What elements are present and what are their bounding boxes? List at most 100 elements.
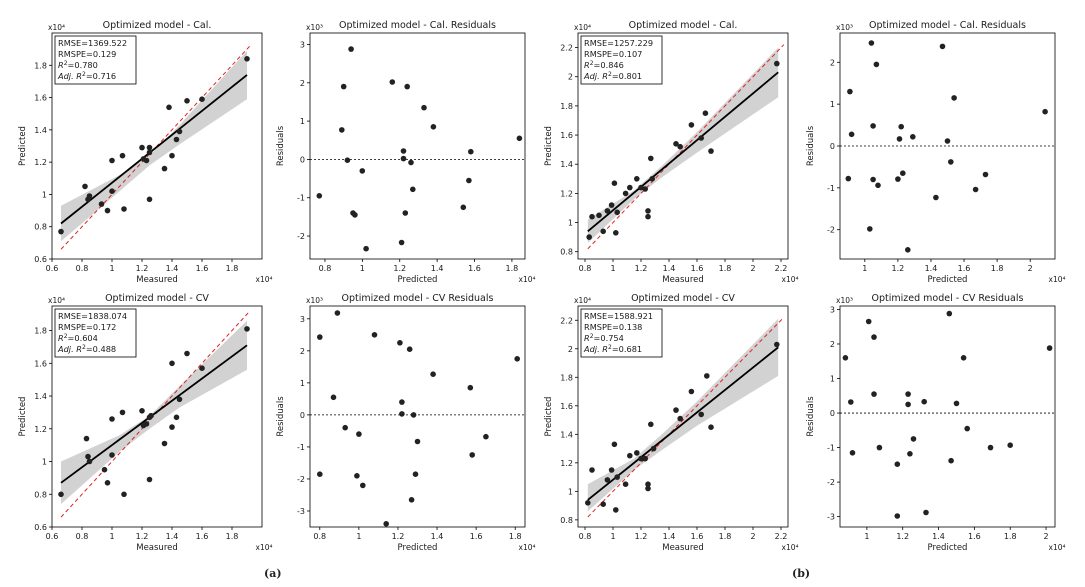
x-multiplier: x10⁴ [519,275,536,284]
x-tick-label: 1.6 [470,532,483,541]
stat-line: RMSPE=0.129 [58,49,116,59]
y-tick-label: 1.2 [560,189,573,198]
axes-frame [309,305,526,528]
data-point [1007,442,1013,449]
y-tick-label: 1.8 [560,102,573,111]
x-tick-label: 1.4 [663,532,676,541]
data-point [317,471,323,478]
data-point [896,136,903,142]
x-tick-label: 1.8 [226,264,239,273]
y-tick-label: 0.8 [34,223,47,232]
data-point [774,341,780,348]
data-point [614,209,620,216]
data-point [622,190,629,197]
y-tick-label: 1.4 [560,160,573,169]
y-tick-label: 1.8 [34,61,47,70]
data-point [109,157,115,164]
y-multiplier: x10³ [836,296,853,305]
data-point [627,184,633,191]
y-tick-label: -1 [297,443,305,452]
data-point [119,409,126,416]
x-tick-label: 2.2 [775,264,788,273]
data-point [876,444,883,451]
data-point [708,148,714,154]
x-tick-label: 1.2 [896,532,909,541]
x-tick-label: 0.8 [579,264,592,273]
chart-panel-1: 0.6 0.8 1 1.2 1.4 1.6 1.8 0.6 0.8 1 1.2 1.4 1.6 1.8 Op… [18,20,273,285]
data-point [468,148,474,155]
y-tick-label: 1.4 [560,430,573,439]
x-tick-label: 1 [864,532,869,541]
data-point [871,334,877,340]
chart-title: Optimized model - CV [631,293,735,304]
x-tick-label: 1.8 [719,264,732,273]
chart-title: Optimized model - Cal. Residuals [869,20,1026,31]
stat-line: RMSE=1369.522 [58,38,127,48]
y-axis-label: Predicted [544,397,554,437]
data-point [408,497,415,503]
plot-area [58,310,251,518]
data-point [176,128,183,135]
data-point [109,416,115,422]
data-point [921,398,927,405]
data-point [600,501,606,508]
regression-line [60,344,248,484]
stat-line: R2=0.846 [584,60,624,71]
y-tick-label: 0 [830,142,835,151]
stats-box-frame [54,308,137,358]
y-tick-label: 2.2 [560,316,573,325]
data-point [342,424,349,431]
stats-box-frame [54,35,137,85]
stat-line: R2=0.780 [58,60,98,71]
x-tick-label: 1.4 [431,532,444,541]
y-tick-label: 1.8 [34,327,47,336]
data-point [642,186,648,192]
data-point [645,213,651,220]
x-multiplier: x10⁴ [782,275,799,284]
y-tick-label: 1 [300,117,305,126]
stat-line: RMSE=1838.074 [58,311,127,321]
chart-title: Optimized model - CV Residuals [872,293,1024,304]
y-axis-label: Residuals [806,396,816,437]
data-point [870,123,876,129]
y-tick-label: 2 [830,58,835,67]
data-point [397,340,403,346]
axes-frame [577,32,789,260]
y-tick-label: 1.4 [34,126,47,135]
x-tick-label: 1 [109,532,114,541]
stat-line: RMSPE=0.138 [584,322,642,332]
data-point [900,170,906,176]
data-point [611,441,618,448]
y-tick-label: 1.4 [34,392,47,401]
y-multiplier: x10⁴ [574,23,591,32]
data-point [898,123,904,130]
x-tick-label: 1.8 [1004,532,1017,541]
stat-line: Adj. R2=0.488 [57,344,116,355]
x-tick-label: 1.4 [663,264,676,273]
x-tick-label: 1 [356,532,361,541]
data-point [330,394,337,401]
data-point [340,83,347,90]
stat-line: RMSE=1257.229 [584,38,653,48]
data-point [399,399,405,405]
data-point [143,421,150,427]
data-point [82,183,88,190]
y-tick-label: 1 [42,458,47,467]
x-tick-label: 1 [610,264,615,273]
data-point [143,157,150,164]
data-point [589,213,595,220]
y-tick-label: 2 [830,340,835,349]
y-tick-label: -2 [827,478,835,487]
x-tick-label: 1.2 [635,264,648,273]
data-point [400,155,407,162]
identity-line [587,317,785,518]
y-tick-label: 1 [300,379,305,388]
data-point [982,171,989,178]
data-point [613,507,619,513]
stat-line: R2=0.604 [58,333,98,344]
x-tick-label: 1.4 [932,532,945,541]
data-point [101,466,108,473]
stat-line: RMSPE=0.107 [584,49,642,59]
y-tick-label: -2 [827,226,835,235]
data-point [244,326,250,332]
